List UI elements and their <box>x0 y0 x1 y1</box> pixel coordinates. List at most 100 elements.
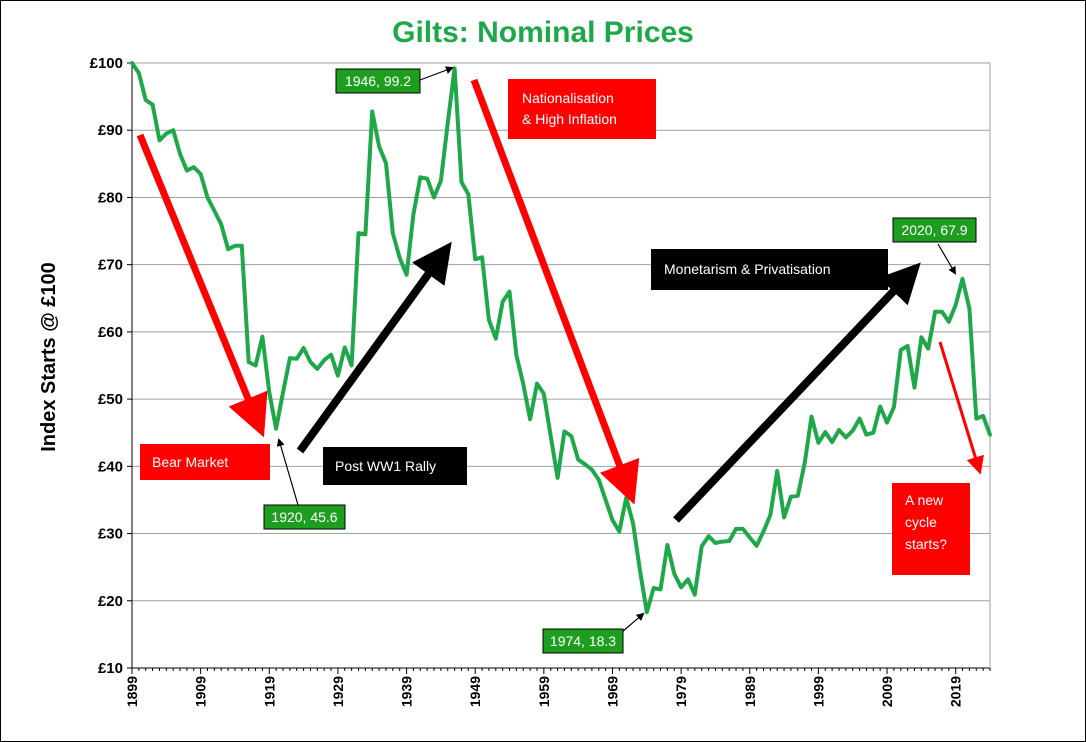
data-point <box>549 435 552 437</box>
data-point <box>508 290 511 293</box>
data-point <box>151 103 154 106</box>
data-point <box>199 173 202 175</box>
data-point <box>316 368 319 370</box>
x-tick-label: 1949 <box>467 676 483 707</box>
data-point <box>851 429 854 432</box>
data-point <box>165 132 168 135</box>
data-point <box>158 139 161 142</box>
data-point <box>371 110 374 113</box>
data-point <box>913 386 916 389</box>
data-point <box>474 258 477 261</box>
data-point <box>357 232 360 234</box>
data-point <box>879 405 881 408</box>
nationalisation-text-1: Nationalisation <box>522 90 614 106</box>
data-point <box>618 530 621 533</box>
data-point <box>810 415 813 418</box>
pointer-1946 <box>419 66 454 81</box>
data-point <box>337 374 339 377</box>
data-point <box>666 544 669 546</box>
bear-market-arrow <box>136 133 268 438</box>
data-point <box>392 232 394 234</box>
data-point <box>419 176 422 179</box>
data-point <box>611 519 614 521</box>
y-tick-label: £40 <box>98 458 123 475</box>
annotation-1946-text: 1946, 99.2 <box>345 73 411 89</box>
monetarism-arrow <box>673 262 921 523</box>
pointer-1974 <box>621 612 645 633</box>
data-point <box>872 431 875 434</box>
data-point <box>433 196 435 199</box>
data-point <box>673 573 676 575</box>
annotation-1974: 1974, 18.3 <box>542 628 624 654</box>
data-point <box>591 468 593 471</box>
annotation-1974-text: 1974, 18.3 <box>550 633 616 649</box>
series-layer <box>130 61 992 615</box>
data-point <box>735 528 737 530</box>
data-point <box>604 499 607 501</box>
data-point <box>536 382 538 385</box>
y-tick-label: £80 <box>98 189 123 206</box>
x-tick-label: 1929 <box>330 676 346 707</box>
data-point <box>460 181 463 183</box>
data-point <box>398 257 401 259</box>
data-point <box>646 611 648 613</box>
data-point <box>865 433 868 436</box>
data-point <box>755 544 758 547</box>
callout-pointers <box>276 66 957 633</box>
data-point <box>975 417 978 420</box>
data-point <box>920 336 923 339</box>
data-point <box>440 179 442 182</box>
data-point <box>501 300 504 303</box>
data-point <box>769 513 772 516</box>
data-point <box>659 588 662 591</box>
data-point <box>563 430 566 433</box>
data-point <box>213 210 216 212</box>
data-point <box>845 436 847 439</box>
data-point <box>694 593 696 596</box>
nationalisation-arrow <box>470 78 640 505</box>
post-ww1-rally-arrow <box>296 241 452 454</box>
x-tick-label: 1909 <box>193 676 209 707</box>
data-point <box>687 578 689 581</box>
y-tick-labels: £10 £20 £30 £40 £50 £60 £70 £80 £90 £100 <box>90 55 123 677</box>
new-cycle-text-3: starts? <box>905 536 947 552</box>
data-point <box>385 162 387 164</box>
data-point <box>982 415 984 417</box>
data-point <box>234 245 236 247</box>
data-point <box>968 307 971 310</box>
data-point <box>172 129 174 131</box>
y-tick-label: £20 <box>98 593 123 610</box>
data-point <box>941 310 943 313</box>
x-tick-label: 1939 <box>399 676 415 707</box>
data-point <box>254 364 257 367</box>
data-point <box>193 166 195 168</box>
data-point <box>831 441 833 443</box>
data-point <box>261 335 264 338</box>
data-point <box>302 347 305 349</box>
chart-title: Gilts: Nominal Prices <box>392 16 694 49</box>
data-point <box>282 391 284 394</box>
data-point <box>728 540 730 542</box>
data-point <box>453 67 456 70</box>
x-tick-label: 1899 <box>124 676 140 707</box>
data-point <box>426 177 429 180</box>
trend-arrows <box>136 78 984 523</box>
axes <box>131 63 991 674</box>
x-tick-label: 1989 <box>742 676 758 707</box>
data-point <box>790 495 792 498</box>
data-point <box>700 545 703 548</box>
data-point <box>481 256 483 259</box>
post-ww1-rally-label: Post WW1 Rally <box>323 447 467 485</box>
data-point <box>838 429 840 431</box>
pointer-2020 <box>937 243 957 275</box>
data-point <box>934 310 936 313</box>
new-cycle-arrow <box>938 341 984 475</box>
data-point <box>556 477 559 479</box>
data-point <box>714 542 717 544</box>
pointer-1920 <box>276 438 299 506</box>
annotation-2020-text: 2020, 67.9 <box>901 222 967 238</box>
data-point <box>989 433 991 436</box>
data-point <box>570 435 573 437</box>
annotation-1920-text: 1920, 45.6 <box>271 509 337 525</box>
